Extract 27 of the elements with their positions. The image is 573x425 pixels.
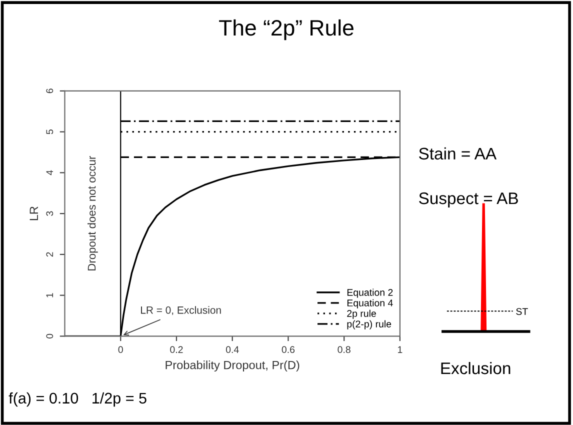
x-tick-label: 0.4 <box>226 346 239 354</box>
y-tick-label: 2 <box>46 252 54 257</box>
y-tick-label: 0 <box>46 334 54 338</box>
annotation: Dropout does not occur <box>88 156 98 270</box>
y-tick-label: 4 <box>46 170 54 176</box>
text: Suspect = AB <box>419 192 518 208</box>
x-tick-label: 0.6 <box>282 346 295 354</box>
chart-title: The “2p” Rule <box>219 19 354 40</box>
x-tick-label: 0.2 <box>170 346 183 354</box>
text: ST <box>516 308 528 315</box>
legend-label: p(2-p) rule <box>347 320 392 330</box>
x-tick-label: 0 <box>118 346 123 354</box>
y-tick-label: 1 <box>46 293 54 298</box>
text: Exclusion <box>441 362 510 374</box>
x-axis-title: Probability Dropout, Pr(D) <box>166 360 300 372</box>
text: f(a) = 0.10 1/2p = 5 <box>8 392 146 407</box>
y-tick-label: 3 <box>46 211 54 216</box>
annotation: LR = 0, Exclusion <box>141 306 221 316</box>
legend-label: 2p rule <box>347 310 376 319</box>
legend-label: Equation 4 <box>347 299 393 308</box>
legend-label: Equation 2 <box>347 288 393 298</box>
y-tick-label: 5 <box>46 130 54 134</box>
x-tick-label: 0.8 <box>338 346 350 354</box>
y-tick-label: 6 <box>46 88 54 94</box>
x-tick-label: 1 <box>398 346 402 353</box>
y-axis-title: LR <box>30 206 38 220</box>
text: Stain = AA <box>419 147 497 160</box>
